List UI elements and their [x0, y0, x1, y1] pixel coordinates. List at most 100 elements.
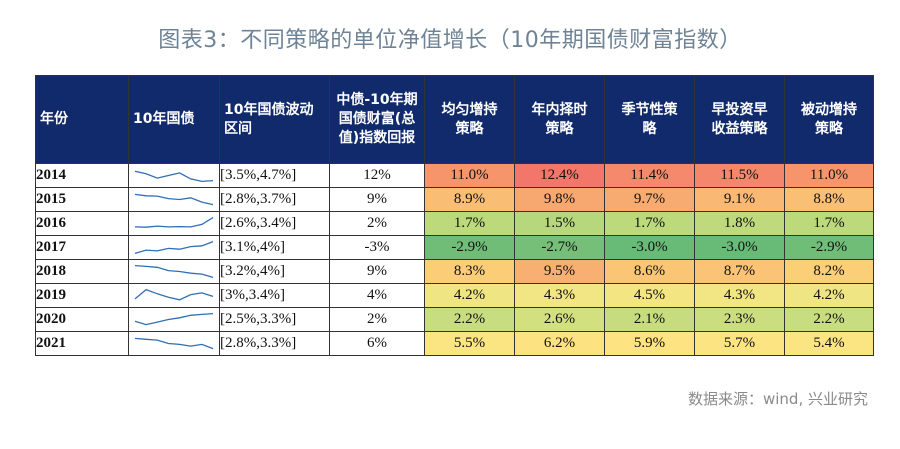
strategy-value-cell: -3.0%	[604, 235, 695, 260]
sparkline-cell	[128, 283, 220, 308]
index-return-cell: 9%	[329, 187, 425, 212]
bond-yield-sparkline	[134, 312, 214, 326]
range-cell: [2.8%,3.3%]	[219, 331, 330, 356]
sparkline-cell	[128, 259, 220, 284]
sparkline-path	[134, 217, 214, 228]
strategy-value-cell: -2.9%	[784, 235, 874, 260]
strategy-value-cell: 11.0%	[784, 163, 874, 188]
strategy-value-cell: 9.7%	[604, 187, 695, 212]
bond-yield-sparkline	[134, 240, 214, 255]
strategy-value-cell: 9.8%	[514, 187, 605, 212]
year-cell: 2019	[35, 283, 129, 308]
strategy-value-cell: 8.3%	[424, 259, 515, 284]
header-index: 中债-10年期国债财富(总值)指数回报	[329, 75, 425, 164]
header-strategy-timing: 年内择时策略	[514, 75, 605, 164]
figure-title: 图表3：不同策略的单位净值增长（10年期国债财富指数）	[158, 28, 742, 53]
strategy-value-cell: 8.8%	[784, 187, 874, 212]
strategy-value-cell: 5.7%	[694, 331, 785, 356]
index-return-cell: 2%	[329, 307, 425, 332]
strategy-value-cell: 1.7%	[604, 211, 695, 236]
sparkline-path	[134, 170, 214, 183]
table-row: 2019 [3%,3.4%] 4% 4.2% 4.3% 4.5% 4.3% 4.2%	[35, 283, 874, 308]
table-row: 2015 [2.8%,3.7%] 9% 8.9% 9.8% 9.7% 9.1% 8.8%	[35, 187, 874, 212]
bond-yield-sparkline	[134, 217, 214, 228]
strategy-value-cell: -2.9%	[424, 235, 515, 260]
header-strategy-passive: 被动增持策略	[784, 75, 874, 164]
strategy-value-cell: 8.2%	[784, 259, 874, 284]
strategy-value-cell: 1.7%	[424, 211, 515, 236]
header-strategy-seasonal: 季节性策略	[604, 75, 695, 164]
index-return-cell: 6%	[329, 331, 425, 356]
sparkline-cell	[128, 211, 220, 236]
header-range: 10年国债波动区间	[219, 75, 330, 164]
range-cell: [3%,3.4%]	[219, 283, 330, 308]
strategy-value-cell: 2.3%	[694, 307, 785, 332]
sparkline-path	[134, 312, 214, 326]
table-row: 2016 [2.6%,3.4%] 2% 1.7% 1.5% 1.7% 1.8% 1.7%	[35, 211, 874, 236]
bond-yield-sparkline	[134, 193, 214, 206]
year-cell: 2020	[35, 307, 129, 332]
table-row: 2017 [3.1%,4%] -3% -2.9% -2.7% -3.0% -3.0% -2.9…	[35, 235, 874, 260]
strategy-value-cell: -2.7%	[514, 235, 605, 260]
table-row: 2021 [2.8%,3.3%] 6% 5.5% 6.2% 5.9% 5.7% 5.4%	[35, 331, 874, 356]
table-row: 2020 [2.5%,3.3%] 2% 2.2% 2.6% 2.1% 2.3% 2.2%	[35, 307, 874, 332]
sparkline-cell	[128, 331, 220, 356]
year-cell: 2021	[35, 331, 129, 356]
index-return-cell: -3%	[329, 235, 425, 260]
strategy-value-cell: 6.2%	[514, 331, 605, 356]
index-return-cell: 2%	[329, 211, 425, 236]
strategy-value-cell: 8.6%	[604, 259, 695, 284]
sparkline-path	[134, 264, 214, 279]
sparkline-cell	[128, 187, 220, 212]
strategy-value-cell: 8.7%	[694, 259, 785, 284]
strategy-value-cell: 5.5%	[424, 331, 515, 356]
strategy-value-cell: 8.9%	[424, 187, 515, 212]
index-return-cell: 4%	[329, 283, 425, 308]
strategy-value-cell: 2.2%	[424, 307, 515, 332]
bond-yield-sparkline	[134, 337, 214, 350]
year-cell: 2018	[35, 259, 129, 284]
range-cell: [2.6%,3.4%]	[219, 211, 330, 236]
strategy-value-cell: 4.3%	[694, 283, 785, 308]
strategy-value-cell: 11.5%	[694, 163, 785, 188]
index-return-cell: 12%	[329, 163, 425, 188]
strategy-value-cell: 4.3%	[514, 283, 605, 308]
strategy-value-cell: 4.5%	[604, 283, 695, 308]
strategy-value-cell: 11.0%	[424, 163, 515, 188]
strategy-value-cell: 9.1%	[694, 187, 785, 212]
strategy-value-cell: 11.4%	[604, 163, 695, 188]
range-cell: [3.1%,4%]	[219, 235, 330, 260]
header-row: 年份 10年国债 10年国债波动区间 中债-10年期国债财富(总值)指数回报 均…	[35, 75, 874, 164]
sparkline-path	[134, 240, 214, 255]
bond-yield-sparkline	[134, 170, 214, 183]
range-cell: [2.8%,3.7%]	[219, 187, 330, 212]
strategy-value-cell: 4.2%	[784, 283, 874, 308]
strategy-value-cell: 2.2%	[784, 307, 874, 332]
range-cell: [3.2%,4%]	[219, 259, 330, 284]
bond-yield-sparkline	[134, 288, 214, 301]
strategy-value-cell: 5.4%	[784, 331, 874, 356]
strategy-table: 年份 10年国债 10年国债波动区间 中债-10年期国债财富(总值)指数回报 均…	[35, 75, 874, 356]
strategy-value-cell: 1.7%	[784, 211, 874, 236]
range-cell: [2.5%,3.3%]	[219, 307, 330, 332]
sparkline-path	[134, 337, 214, 350]
year-cell: 2016	[35, 211, 129, 236]
table-row: 2014 [3.5%,4.7%] 12% 11.0% 12.4% 11.4% 11.5% 11…	[35, 163, 874, 188]
sparkline-cell	[128, 163, 220, 188]
range-cell: [3.5%,4.7%]	[219, 163, 330, 188]
sparkline-cell	[128, 235, 220, 260]
header-strategy-even: 均匀增持策略	[424, 75, 515, 164]
table-row: 2018 [3.2%,4%] 9% 8.3% 9.5% 8.6% 8.7% 8.2%	[35, 259, 874, 284]
strategy-value-cell: 9.5%	[514, 259, 605, 284]
strategy-value-cell: 2.6%	[514, 307, 605, 332]
header-bond: 10年国债	[128, 75, 220, 164]
year-cell: 2015	[35, 187, 129, 212]
header-year: 年份	[35, 75, 129, 164]
strategy-value-cell: 2.1%	[604, 307, 695, 332]
bond-yield-sparkline	[134, 264, 214, 279]
sparkline-cell	[128, 307, 220, 332]
strategy-value-cell: 1.5%	[514, 211, 605, 236]
header-strategy-early: 早投资早收益策略	[694, 75, 785, 164]
year-cell: 2014	[35, 163, 129, 188]
strategy-value-cell: -3.0%	[694, 235, 785, 260]
